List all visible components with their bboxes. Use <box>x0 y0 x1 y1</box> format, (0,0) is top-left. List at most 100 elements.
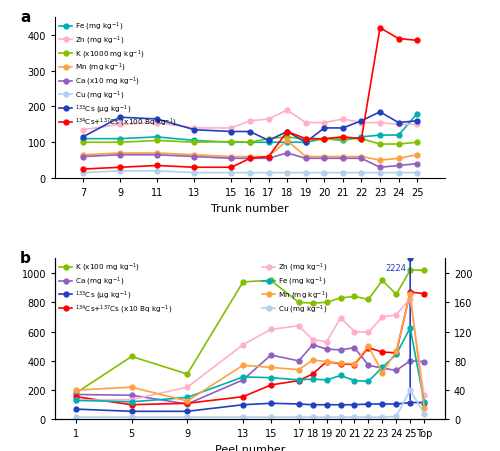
Mn (mg kg$^{-1}$) <box>377 158 383 163</box>
Line: Zn (mg kg$^{-1}$): Zn (mg kg$^{-1}$) <box>74 297 426 403</box>
Zn (mg kg$^{-1}$) <box>117 122 123 128</box>
$^{133}$Cs (μg kg$^{-1}$) <box>358 119 364 124</box>
Text: 2224: 2224 <box>385 264 406 273</box>
Fe (mg kg$^{-1}$) <box>338 373 344 378</box>
Cu (mg kg$^{-1}$) <box>324 414 330 420</box>
$^{133}$Cs (μg kg$^{-1}$) <box>380 401 386 407</box>
$^{133}$Cs (μg kg$^{-1}$) <box>322 126 328 131</box>
$^{133}$Cs (μg kg$^{-1}$) <box>421 400 427 405</box>
Cu (mg kg$^{-1}$) <box>296 414 302 420</box>
$^{134}$Cs+$^{137}$Cs (x100 Bq kg$^{-1}$) <box>396 37 402 42</box>
$^{133}$Cs (μg kg$^{-1}$) <box>340 126 346 131</box>
Mn (mg kg$^{-1}$) <box>247 155 253 160</box>
Cu (mg kg$^{-1}$) <box>247 170 253 176</box>
Line: Ca (x10 mg kg$^{-1}$): Ca (x10 mg kg$^{-1}$) <box>80 151 419 170</box>
K (x100 mg kg$^{-1}$) <box>73 391 79 396</box>
$^{133}$Cs (μg kg$^{-1}$) <box>302 140 308 146</box>
Zn (mg kg$^{-1}$) <box>393 313 399 318</box>
Ca (mg kg$^{-1}$) <box>268 353 274 358</box>
Fe (mg kg$^{-1}$) <box>380 365 386 370</box>
K (x1000 mg kg$^{-1}$) <box>377 142 383 147</box>
Mn (mg kg$^{-1}$) <box>296 367 302 373</box>
$^{134}$Cs+$^{137}$Cs (x100 Bq kg$^{-1}$) <box>247 156 253 161</box>
$^{133}$Cs (μg kg$^{-1}$) <box>73 406 79 412</box>
$^{133}$Cs (μg kg$^{-1}$) <box>377 110 383 115</box>
Fe (mg kg$^{-1}$) <box>192 138 198 144</box>
Fe (mg kg$^{-1}$) <box>296 377 302 383</box>
Mn (mg kg$^{-1}$) <box>322 155 328 160</box>
Cu (mg kg$^{-1}$) <box>154 169 160 174</box>
K (x1000 mg kg$^{-1}$) <box>228 139 234 145</box>
Zn (mg kg$^{-1}$) <box>184 385 190 390</box>
Fe (mg kg$^{-1}$) <box>117 137 123 142</box>
K (x1000 mg kg$^{-1}$) <box>266 137 272 142</box>
Zn (mg kg$^{-1}$) <box>268 327 274 332</box>
Cu (mg kg$^{-1}$) <box>184 414 190 420</box>
Legend: Zn (mg kg$^{-1}$), Fe (mg kg$^{-1}$), Mn (mg kg$^{-1}$), Cu (mg kg$^{-1}$): Zn (mg kg$^{-1}$), Fe (mg kg$^{-1}$), Mn… <box>262 261 330 316</box>
Line: Cu (mg kg$^{-1}$): Cu (mg kg$^{-1}$) <box>80 169 419 176</box>
$^{134}$Cs+$^{137}$Cs (x100 Bq kg$^{-1}$) <box>284 129 290 135</box>
Zn (mg kg$^{-1}$) <box>407 296 413 302</box>
Fe (mg kg$^{-1}$) <box>358 135 364 140</box>
Ca (x10 mg kg$^{-1}$) <box>154 153 160 158</box>
$^{133}$Cs (μg kg$^{-1}$) <box>338 402 344 408</box>
Line: Cu (mg kg$^{-1}$): Cu (mg kg$^{-1}$) <box>74 388 426 420</box>
Mn (mg kg$^{-1}$) <box>338 360 344 366</box>
$^{134}$Cs+$^{137}$Cs (x10 Bq kg$^{-1}$) <box>73 394 79 400</box>
Cu (mg kg$^{-1}$) <box>352 414 358 420</box>
Line: $^{133}$Cs (μg kg$^{-1}$): $^{133}$Cs (μg kg$^{-1}$) <box>74 400 426 414</box>
Cu (mg kg$^{-1}$) <box>396 170 402 176</box>
Ca (mg kg$^{-1}$) <box>296 359 302 364</box>
K (x100 mg kg$^{-1}$) <box>128 354 134 359</box>
K (x100 mg kg$^{-1}$) <box>407 268 413 273</box>
$^{134}$Cs+$^{137}$Cs (x100 Bq kg$^{-1}$) <box>228 165 234 170</box>
Ca (x10 mg kg$^{-1}$) <box>192 155 198 160</box>
$^{133}$Cs (μg kg$^{-1}$) <box>240 402 246 408</box>
Fe (mg kg$^{-1}$) <box>407 326 413 331</box>
Mn (mg kg$^{-1}$) <box>268 365 274 370</box>
Mn (mg kg$^{-1}$) <box>128 385 134 390</box>
Fe (mg kg$^{-1}$) <box>128 399 134 405</box>
Fe (mg kg$^{-1}$) <box>414 112 420 117</box>
K (x1000 mg kg$^{-1}$) <box>322 138 328 143</box>
Fe (mg kg$^{-1}$) <box>302 140 308 146</box>
$^{134}$Cs+$^{137}$Cs (x10 Bq kg$^{-1}$) <box>296 378 302 383</box>
Zn (mg kg$^{-1}$) <box>296 323 302 329</box>
Cu (mg kg$^{-1}$) <box>366 414 372 420</box>
Cu (mg kg$^{-1}$) <box>380 414 386 420</box>
Zn (mg kg$^{-1}$) <box>80 128 86 133</box>
$^{134}$Cs+$^{137}$Cs (x10 Bq kg$^{-1}$) <box>352 362 358 368</box>
$^{133}$Cs (μg kg$^{-1}$) <box>407 400 413 405</box>
Zn (mg kg$^{-1}$) <box>266 117 272 122</box>
Mn (mg kg$^{-1}$) <box>396 156 402 161</box>
X-axis label: Peel number: Peel number <box>215 444 285 451</box>
$^{134}$Cs+$^{137}$Cs (x10 Bq kg$^{-1}$) <box>380 350 386 355</box>
Zn (mg kg$^{-1}$) <box>380 314 386 320</box>
Mn (mg kg$^{-1}$) <box>352 361 358 367</box>
Fe (mg kg$^{-1}$) <box>377 133 383 138</box>
$^{133}$Cs (μg kg$^{-1}$) <box>266 138 272 144</box>
$^{134}$Cs+$^{137}$Cs (x10 Bq kg$^{-1}$) <box>407 290 413 295</box>
Line: K (x1000 mg kg$^{-1}$): K (x1000 mg kg$^{-1}$) <box>80 135 419 147</box>
K (x1000 mg kg$^{-1}$) <box>340 137 346 142</box>
$^{133}$Cs (μg kg$^{-1}$) <box>396 120 402 126</box>
Mn (mg kg$^{-1}$) <box>192 153 198 158</box>
Zn (mg kg$^{-1}$) <box>421 393 427 398</box>
Ca (mg kg$^{-1}$) <box>393 368 399 373</box>
$^{133}$Cs (μg kg$^{-1}$) <box>184 409 190 414</box>
$^{134}$Cs+$^{137}$Cs (x100 Bq kg$^{-1}$) <box>414 38 420 44</box>
K (x100 mg kg$^{-1}$) <box>380 278 386 284</box>
Cu (mg kg$^{-1}$) <box>228 170 234 176</box>
Fe (mg kg$^{-1}$) <box>266 140 272 146</box>
$^{133}$Cs (μg kg$^{-1}$) <box>324 402 330 408</box>
Fe (mg kg$^{-1}$) <box>154 135 160 140</box>
Ca (x10 mg kg$^{-1}$) <box>117 153 123 158</box>
Cu (mg kg$^{-1}$) <box>80 170 86 176</box>
K (x1000 mg kg$^{-1}$) <box>414 140 420 146</box>
$^{134}$Cs+$^{137}$Cs (x100 Bq kg$^{-1}$) <box>358 137 364 142</box>
Zn (mg kg$^{-1}$) <box>240 342 246 348</box>
Cu (mg kg$^{-1}$) <box>421 411 427 416</box>
Cu (mg kg$^{-1}$) <box>393 414 399 419</box>
K (x100 mg kg$^{-1}$) <box>324 300 330 305</box>
K (x1000 mg kg$^{-1}$) <box>154 138 160 144</box>
